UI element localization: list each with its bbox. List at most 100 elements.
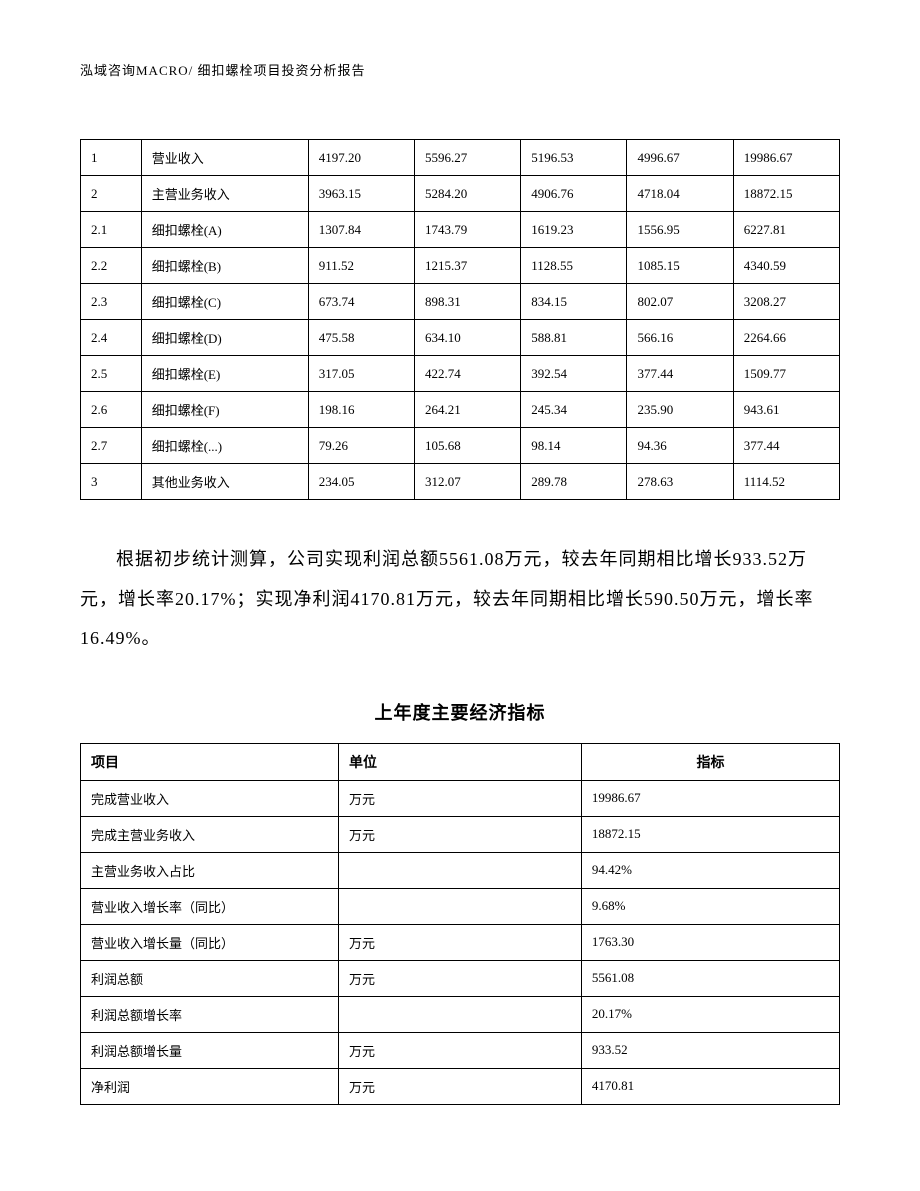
table-cell: 1085.15 <box>627 248 733 284</box>
indicator-item: 净利润 <box>81 1068 339 1104</box>
indicator-value: 5561.08 <box>581 960 839 996</box>
table-row: 主营业务收入占比94.42% <box>81 852 840 888</box>
economic-indicators-table: 项目 单位 指标 完成营业收入万元19986.67完成主营业务收入万元18872… <box>80 743 840 1105</box>
table-row: 2.2细扣螺栓(B)911.521215.371128.551085.15434… <box>81 248 840 284</box>
indicator-item: 完成主营业务收入 <box>81 816 339 852</box>
indicator-value: 4170.81 <box>581 1068 839 1104</box>
table-cell: 1215.37 <box>414 248 520 284</box>
table-row: 2.6细扣螺栓(F)198.16264.21245.34235.90943.61 <box>81 392 840 428</box>
indicator-item: 营业收入增长率（同比） <box>81 888 339 924</box>
table-cell: 2.4 <box>81 320 142 356</box>
table-cell: 312.07 <box>414 464 520 500</box>
indicator-item: 利润总额 <box>81 960 339 996</box>
page-header: 泓域咨询MACRO/ 细扣螺栓项目投资分析报告 <box>80 60 840 79</box>
table-cell: 317.05 <box>308 356 414 392</box>
table-cell: 1307.84 <box>308 212 414 248</box>
table-cell: 245.34 <box>521 392 627 428</box>
table-cell: 2.6 <box>81 392 142 428</box>
table-cell: 198.16 <box>308 392 414 428</box>
table-cell: 943.61 <box>733 392 839 428</box>
table-row: 完成营业收入万元19986.67 <box>81 780 840 816</box>
indicator-unit: 万元 <box>339 924 582 960</box>
indicator-value: 1763.30 <box>581 924 839 960</box>
table-cell: 2.5 <box>81 356 142 392</box>
header-value: 指标 <box>581 743 839 780</box>
table-cell: 1556.95 <box>627 212 733 248</box>
indicator-value: 18872.15 <box>581 816 839 852</box>
table-cell: 营业收入 <box>141 140 308 176</box>
table-cell: 2264.66 <box>733 320 839 356</box>
header-unit: 单位 <box>339 743 582 780</box>
table-cell: 475.58 <box>308 320 414 356</box>
table-row: 3其他业务收入234.05312.07289.78278.631114.52 <box>81 464 840 500</box>
table-cell: 细扣螺栓(A) <box>141 212 308 248</box>
table-row: 完成主营业务收入万元18872.15 <box>81 816 840 852</box>
indicator-value: 9.68% <box>581 888 839 924</box>
table-cell: 1128.55 <box>521 248 627 284</box>
table-cell: 673.74 <box>308 284 414 320</box>
table-cell: 911.52 <box>308 248 414 284</box>
table-cell: 634.10 <box>414 320 520 356</box>
indicator-value: 933.52 <box>581 1032 839 1068</box>
table-cell: 其他业务收入 <box>141 464 308 500</box>
table-cell: 422.74 <box>414 356 520 392</box>
indicator-item: 营业收入增长量（同比） <box>81 924 339 960</box>
table-cell: 4996.67 <box>627 140 733 176</box>
table-cell: 98.14 <box>521 428 627 464</box>
indicator-item: 利润总额增长率 <box>81 996 339 1032</box>
table-cell: 898.31 <box>414 284 520 320</box>
indicator-value: 20.17% <box>581 996 839 1032</box>
table-cell: 5596.27 <box>414 140 520 176</box>
table-row: 2.1细扣螺栓(A)1307.841743.791619.231556.9562… <box>81 212 840 248</box>
table-cell: 105.68 <box>414 428 520 464</box>
table-cell: 主营业务收入 <box>141 176 308 212</box>
table-cell: 18872.15 <box>733 176 839 212</box>
indicator-unit: 万元 <box>339 1068 582 1104</box>
table-cell: 264.21 <box>414 392 520 428</box>
table-cell: 细扣螺栓(...) <box>141 428 308 464</box>
revenue-breakdown-table: 1营业收入4197.205596.275196.534996.6719986.6… <box>80 139 840 500</box>
indicator-unit: 万元 <box>339 960 582 996</box>
table-cell: 1619.23 <box>521 212 627 248</box>
table-cell: 细扣螺栓(B) <box>141 248 308 284</box>
table-cell: 289.78 <box>521 464 627 500</box>
table-cell: 94.36 <box>627 428 733 464</box>
summary-paragraph: 根据初步统计测算，公司实现利润总额5561.08万元，较去年同期相比增长933.… <box>80 540 840 659</box>
indicator-unit <box>339 888 582 924</box>
indicator-item: 主营业务收入占比 <box>81 852 339 888</box>
indicator-item: 利润总额增长量 <box>81 1032 339 1068</box>
table-cell: 4906.76 <box>521 176 627 212</box>
table-cell: 4718.04 <box>627 176 733 212</box>
table-cell: 4197.20 <box>308 140 414 176</box>
table-cell: 1 <box>81 140 142 176</box>
table-cell: 3 <box>81 464 142 500</box>
header-item: 项目 <box>81 743 339 780</box>
indicator-unit: 万元 <box>339 1032 582 1068</box>
table-cell: 2.7 <box>81 428 142 464</box>
table-cell: 2.3 <box>81 284 142 320</box>
table-cell: 1114.52 <box>733 464 839 500</box>
table-row: 2主营业务收入3963.155284.204906.764718.0418872… <box>81 176 840 212</box>
table-cell: 588.81 <box>521 320 627 356</box>
table-cell: 2 <box>81 176 142 212</box>
table-cell: 细扣螺栓(D) <box>141 320 308 356</box>
table-cell: 5196.53 <box>521 140 627 176</box>
table-cell: 5284.20 <box>414 176 520 212</box>
table-row: 利润总额增长量万元933.52 <box>81 1032 840 1068</box>
table-header-row: 项目 单位 指标 <box>81 743 840 780</box>
table-cell: 2.1 <box>81 212 142 248</box>
table-cell: 278.63 <box>627 464 733 500</box>
table-row: 1营业收入4197.205596.275196.534996.6719986.6… <box>81 140 840 176</box>
table-cell: 1509.77 <box>733 356 839 392</box>
table-cell: 377.44 <box>733 428 839 464</box>
table-row: 营业收入增长量（同比）万元1763.30 <box>81 924 840 960</box>
table-cell: 细扣螺栓(F) <box>141 392 308 428</box>
table-cell: 377.44 <box>627 356 733 392</box>
table-cell: 4340.59 <box>733 248 839 284</box>
table-cell: 392.54 <box>521 356 627 392</box>
indicator-unit: 万元 <box>339 816 582 852</box>
table-cell: 3963.15 <box>308 176 414 212</box>
section-title: 上年度主要经济指标 <box>80 699 840 725</box>
table-row: 2.4细扣螺栓(D)475.58634.10588.81566.162264.6… <box>81 320 840 356</box>
table-row: 2.3细扣螺栓(C)673.74898.31834.15802.073208.2… <box>81 284 840 320</box>
